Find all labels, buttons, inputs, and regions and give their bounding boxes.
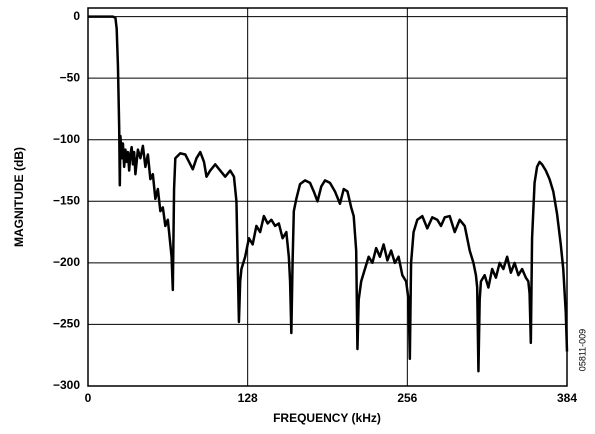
plot-frame [87, 7, 568, 387]
y-tick-label: −250 [53, 317, 80, 331]
y-tick-label: −150 [53, 193, 80, 207]
x-tick-label: 0 [85, 391, 92, 405]
x-tick-label: 128 [238, 391, 258, 405]
y-tick-label: −200 [53, 255, 80, 269]
x-axis-label: FREQUENCY (kHz) [273, 411, 381, 425]
y-axis-label: MAGNITUDE (dB) [12, 147, 26, 247]
line-series [88, 15, 569, 373]
y-tick-label: −300 [53, 378, 80, 392]
x-tick-label: 256 [397, 391, 417, 405]
y-tick-label: −100 [53, 132, 80, 146]
annotation: 05811-009 [577, 329, 587, 371]
y-tick-label: 0 [73, 9, 80, 23]
y-tick-label: −50 [60, 70, 81, 84]
x-tick-label: 384 [557, 391, 577, 405]
